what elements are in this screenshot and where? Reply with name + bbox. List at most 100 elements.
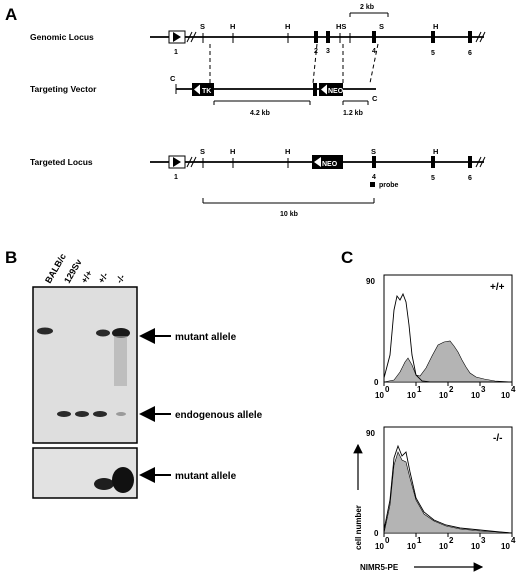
xtick-2-exp-wt: 2 (449, 385, 454, 394)
xtick-2-exp-ko: 2 (449, 536, 454, 545)
xtick-3-ko: 10 (471, 542, 480, 551)
label-endogenous: endogenous allele (175, 410, 263, 421)
targeted-site-h-3: H (433, 147, 438, 156)
targeted-locus-label: Targeted Locus (30, 157, 93, 167)
lane-label-wt: +/+ (79, 269, 94, 285)
xtick-2-wt: 10 (439, 391, 448, 400)
exon-5 (431, 31, 435, 43)
xtick-1-wt: 10 (407, 391, 416, 400)
targeted-site-h-2: H (285, 147, 290, 156)
ytick-min-wt: 0 (374, 378, 379, 387)
site-c-1: C (170, 74, 176, 83)
band-het-endogenous (93, 411, 107, 417)
xtick-4-exp-wt: 4 (511, 385, 516, 394)
x-axis-label: NIMR5-PE (360, 563, 399, 572)
panel-c: C 90 0 +/+ 10 0 10 1 10 2 10 3 10 4 (341, 248, 516, 572)
xtick-4-wt: 10 (501, 391, 510, 400)
targeted-locus: Targeted Locus NEO S H H S H 1 4 5 (30, 147, 486, 218)
panel-c-letter: C (341, 248, 353, 267)
histogram-filled-wt (383, 340, 513, 383)
xtick-1-exp-ko: 1 (417, 536, 422, 545)
panel-b: B BALB/c 129Sv +/+ +/- -/- mutant allele… (5, 248, 263, 499)
band-129sv-endogenous (57, 411, 71, 417)
site-h-3: H (433, 22, 438, 31)
xtick-0-exp-wt: 0 (385, 385, 390, 394)
lane-label-het: +/- (96, 271, 110, 285)
xtick-0-ko: 10 (375, 542, 384, 551)
scale-bar-label: 2 kb (360, 4, 374, 11)
lower-band-ko (112, 467, 134, 493)
ytick-min-ko: 0 (374, 529, 379, 538)
site-hs: HS (336, 22, 346, 31)
targeted-exon-4 (372, 156, 376, 168)
panel-b-letter: B (5, 248, 17, 267)
targeted-exon-label-4: 4 (372, 174, 376, 181)
fragment-label: 10 kb (280, 211, 298, 218)
ytick-max-ko: 90 (366, 429, 375, 438)
band-ko-endogenous-faint (116, 412, 126, 416)
ytick-max-wt: 90 (366, 277, 375, 286)
probe-label: probe (379, 182, 399, 189)
targeted-exon-label-5: 5 (431, 175, 435, 182)
targeted-exon-label-1: 1 (174, 174, 178, 181)
histogram-filled-ko (383, 451, 513, 534)
site-c-2: C (372, 94, 378, 103)
probe-marker (370, 182, 375, 187)
xtick-3-exp-ko: 3 (481, 536, 486, 545)
band-het-mutant (96, 329, 110, 337)
exon-label-5: 5 (431, 50, 435, 57)
band-ko-mutant (112, 328, 130, 338)
targeted-exon-5 (431, 156, 435, 168)
exon-label-3: 3 (326, 48, 330, 55)
xtick-3-exp-wt: 3 (481, 385, 486, 394)
xtick-2-ko: 10 (439, 542, 448, 551)
exon-label-4: 4 (372, 48, 376, 55)
vector-exon-2 (313, 83, 317, 96)
y-axis-label: cell number (354, 505, 363, 550)
targeted-exon-label-6: 6 (468, 175, 472, 182)
targeted-site-s-2: S (371, 147, 376, 156)
genomic-locus-label: Genomic Locus (30, 32, 94, 42)
site-h-1: H (230, 22, 235, 31)
panel-a-letter: A (5, 5, 17, 24)
tk-box (192, 83, 214, 96)
genomic-locus: Genomic Locus S H H HS S H 1 2 (30, 4, 486, 57)
targeted-site-s-1: S (200, 147, 205, 156)
xtick-1-ko: 10 (407, 542, 416, 551)
short-arm-label: 1.2 kb (343, 110, 363, 117)
lower-band-het (94, 478, 114, 490)
exon-4 (372, 31, 376, 43)
xtick-0-wt: 10 (375, 391, 384, 400)
vector-neo-label: NEO (328, 88, 344, 95)
xtick-3-wt: 10 (471, 391, 480, 400)
smear-ko (114, 336, 127, 386)
genotype-wt: +/+ (490, 282, 505, 293)
flow-plot-wt: 90 0 +/+ 10 0 10 1 10 2 10 3 10 4 (366, 274, 516, 400)
targeting-vector: Targeting Vector TK NEO C C 4.2 kb 1.2 k… (30, 74, 378, 117)
targeted-neo-label: NEO (322, 161, 338, 168)
band-balbc-mutant (37, 327, 53, 335)
long-arm-label: 4.2 kb (250, 110, 270, 117)
exon-2 (314, 31, 318, 43)
site-h-2: H (285, 22, 290, 31)
xtick-1-exp-wt: 1 (417, 385, 422, 394)
exon-label-1: 1 (174, 49, 178, 56)
site-s-1: S (200, 22, 205, 31)
histogram-outline-wt (383, 292, 512, 383)
histogram-outline-ko (383, 444, 513, 534)
exon-3 (326, 31, 330, 43)
genotype-ko: -/- (493, 433, 502, 444)
exon-label-6: 6 (468, 50, 472, 57)
targeting-vector-label: Targeting Vector (30, 84, 97, 94)
xtick-0-exp-ko: 0 (385, 536, 390, 545)
label-mutant-lower: mutant allele (175, 471, 237, 482)
targeted-site-h-1: H (230, 147, 235, 156)
panel-a: A Genomic Locus S H H HS S H (5, 4, 486, 218)
xtick-4-exp-ko: 4 (511, 536, 516, 545)
exon-6 (468, 31, 472, 43)
homology-dashes (209, 43, 379, 84)
lane-label-ko: -/- (114, 273, 127, 285)
flow-plot-ko: 90 0 -/- 10 0 10 1 10 2 10 3 10 4 (366, 426, 516, 551)
